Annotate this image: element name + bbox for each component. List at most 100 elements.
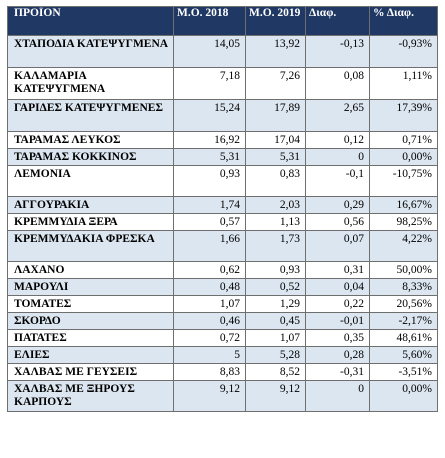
pct-diff-cell: 50,00% [369,261,438,279]
product-name-cell: ΤΟΜΑΤΕΣ [7,295,174,313]
avg-2018-cell: 0,48 [173,278,246,296]
table-row: ΚΑΛΑΜΑΡΙΑ ΚΑΤΕΨΥΓΜΕΝΑ 7,18 7,26 0,08 1,11% [7,67,438,100]
avg-2018-cell: 8,83 [173,363,246,381]
diff-cell: -0,1 [305,165,370,197]
product-name-cell: ΧΑΛΒΑΣ ΜΕ ΞΗΡΟΥΣ ΚΑΡΠΟΥΣ [7,380,174,412]
pct-diff-cell: 1,11% [369,67,438,100]
avg-2019-cell: 0,45 [245,312,306,330]
pct-diff-cell: 0,00% [369,380,438,412]
table-row: ΤΟΜΑΤΕΣ 1,07 1,29 0,22 20,56% [7,295,438,313]
diff-cell: 0 [305,380,370,412]
table-body: ΧΤΑΠΟΔΙΑ ΚΑΤΕΨΥΓΜΕΝΑ 14,05 13,92 -0,13 -0,93… [7,35,438,412]
avg-2018-cell: 0,57 [173,213,246,231]
table-row: ΓΑΡΙΔΕΣ ΚΑΤΕΨΥΓΜΕΝΕΣ 15,24 17,89 2,65 17,39% [7,99,438,132]
table-row: ΧΤΑΠΟΔΙΑ ΚΑΤΕΨΥΓΜΕΝΑ 14,05 13,92 -0,13 -0,93… [7,35,438,68]
avg-2018-cell: 14,05 [173,35,246,68]
table-header: ΠΡΟΪΟΝ Μ.Ο. 2018 Μ.Ο. 2019 Διαφ. % Διαφ. [7,6,438,36]
avg-2019-cell: 0,52 [245,278,306,296]
avg-2018-cell: 1,74 [173,196,246,214]
avg-2019-cell: 8,52 [245,363,306,381]
avg-2019-cell: 17,89 [245,99,306,132]
header-diff: Διαφ. [305,6,370,36]
diff-cell: 0,28 [305,346,370,364]
avg-2018-cell: 1,07 [173,295,246,313]
diff-cell: 2,65 [305,99,370,132]
avg-2018-cell: 1,66 [173,230,246,262]
header-avg-2018: Μ.Ο. 2018 [173,6,246,36]
table-row: ΣΚΟΡΔΟ 0,46 0,45 -0,01 -2,17% [7,312,438,330]
product-name-cell: ΚΡΕΜΜΥΔΑΚΙΑ ΦΡΕΣΚΑ [7,230,174,262]
pct-diff-cell: 4,22% [369,230,438,262]
avg-2019-cell: 5,31 [245,148,306,166]
product-name-cell: ΣΚΟΡΔΟ [7,312,174,330]
avg-2019-cell: 7,26 [245,67,306,100]
diff-cell: 0,29 [305,196,370,214]
table-row: ΛΑΧΑΝΟ 0,62 0,93 0,31 50,00% [7,261,438,279]
avg-2019-cell: 1,13 [245,213,306,231]
pct-diff-cell: 20,56% [369,295,438,313]
pct-diff-cell: -10,75% [369,165,438,197]
avg-2018-cell: 16,92 [173,131,246,149]
product-name-cell: ΛΑΧΑΝΟ [7,261,174,279]
avg-2019-cell: 0,93 [245,261,306,279]
avg-2018-cell: 0,93 [173,165,246,197]
avg-2019-cell: 1,73 [245,230,306,262]
product-name-cell: ΤΑΡΑΜΑΣ ΛΕΥΚΟΣ [7,131,174,149]
avg-2018-cell: 5 [173,346,246,364]
pct-diff-cell: -2,17% [369,312,438,330]
avg-2018-cell: 0,72 [173,329,246,347]
table-row: ΛΕΜΟΝΙΑ 0,93 0,83 -0,1 -10,75% [7,165,438,197]
diff-cell: 0,35 [305,329,370,347]
diff-cell: 0,22 [305,295,370,313]
pct-diff-cell: 98,25% [369,213,438,231]
table-row: ΚΡΕΜΜΥΔΙΑ ΞΕΡΑ 0,57 1,13 0,56 98,25% [7,213,438,231]
diff-cell: 0,08 [305,67,370,100]
avg-2019-cell: 0,83 [245,165,306,197]
avg-2018-cell: 15,24 [173,99,246,132]
avg-2018-cell: 0,62 [173,261,246,279]
avg-2019-cell: 9,12 [245,380,306,412]
header-pct-diff: % Διαφ. [369,6,438,36]
pct-diff-cell: 17,39% [369,99,438,132]
table-row: ΕΛΙΕΣ 5 5,28 0,28 5,60% [7,346,438,364]
product-name-cell: ΛΕΜΟΝΙΑ [7,165,174,197]
table-row: ΚΡΕΜΜΥΔΑΚΙΑ ΦΡΕΣΚΑ 1,66 1,73 0,07 4,22% [7,230,438,262]
avg-2019-cell: 5,28 [245,346,306,364]
table-row: ΧΑΛΒΑΣ ΜΕ ΞΗΡΟΥΣ ΚΑΡΠΟΥΣ 9,12 9,12 0 0,00% [7,380,438,412]
diff-cell: -0,31 [305,363,370,381]
pct-diff-cell: 16,67% [369,196,438,214]
diff-cell: 0,12 [305,131,370,149]
pct-diff-cell: -0,93% [369,35,438,68]
avg-2018-cell: 9,12 [173,380,246,412]
header-avg-2019: Μ.Ο. 2019 [245,6,306,36]
diff-cell: 0,56 [305,213,370,231]
avg-2018-cell: 5,31 [173,148,246,166]
avg-2019-cell: 13,92 [245,35,306,68]
avg-2018-cell: 7,18 [173,67,246,100]
pct-diff-cell: 0,00% [369,148,438,166]
pct-diff-cell: -3,51% [369,363,438,381]
avg-2019-cell: 1,07 [245,329,306,347]
pct-diff-cell: 48,61% [369,329,438,347]
header-product: ΠΡΟΪΟΝ [7,6,174,36]
avg-2018-cell: 0,46 [173,312,246,330]
diff-cell: 0,31 [305,261,370,279]
avg-2019-cell: 1,29 [245,295,306,313]
diff-cell: 0,04 [305,278,370,296]
product-name-cell: ΕΛΙΕΣ [7,346,174,364]
pct-diff-cell: 0,71% [369,131,438,149]
product-name-cell: ΠΑΤΑΤΕΣ [7,329,174,347]
product-name-cell: ΚΡΕΜΜΥΔΙΑ ΞΕΡΑ [7,213,174,231]
diff-cell: 0,07 [305,230,370,262]
diff-cell: -0,13 [305,35,370,68]
table-row: ΧΑΛΒΑΣ ΜΕ ΓΕΥΣΕΙΣ 8,83 8,52 -0,31 -3,51% [7,363,438,381]
price-comparison-table: ΠΡΟΪΟΝ Μ.Ο. 2018 Μ.Ο. 2019 Διαφ. % Διαφ.… [7,6,438,412]
product-name-cell: ΤΑΡΑΜΑΣ ΚΟΚΚΙΝΟΣ [7,148,174,166]
pct-diff-cell: 8,33% [369,278,438,296]
product-name-cell: ΑΓΓΟΥΡΑΚΙΑ [7,196,174,214]
diff-cell: 0 [305,148,370,166]
pct-diff-cell: 5,60% [369,346,438,364]
product-name-cell: ΧΑΛΒΑΣ ΜΕ ΓΕΥΣΕΙΣ [7,363,174,381]
product-name-cell: ΧΤΑΠΟΔΙΑ ΚΑΤΕΨΥΓΜΕΝΑ [7,35,174,68]
table-row: ΜΑΡΟΥΛΙ 0,48 0,52 0,04 8,33% [7,278,438,296]
